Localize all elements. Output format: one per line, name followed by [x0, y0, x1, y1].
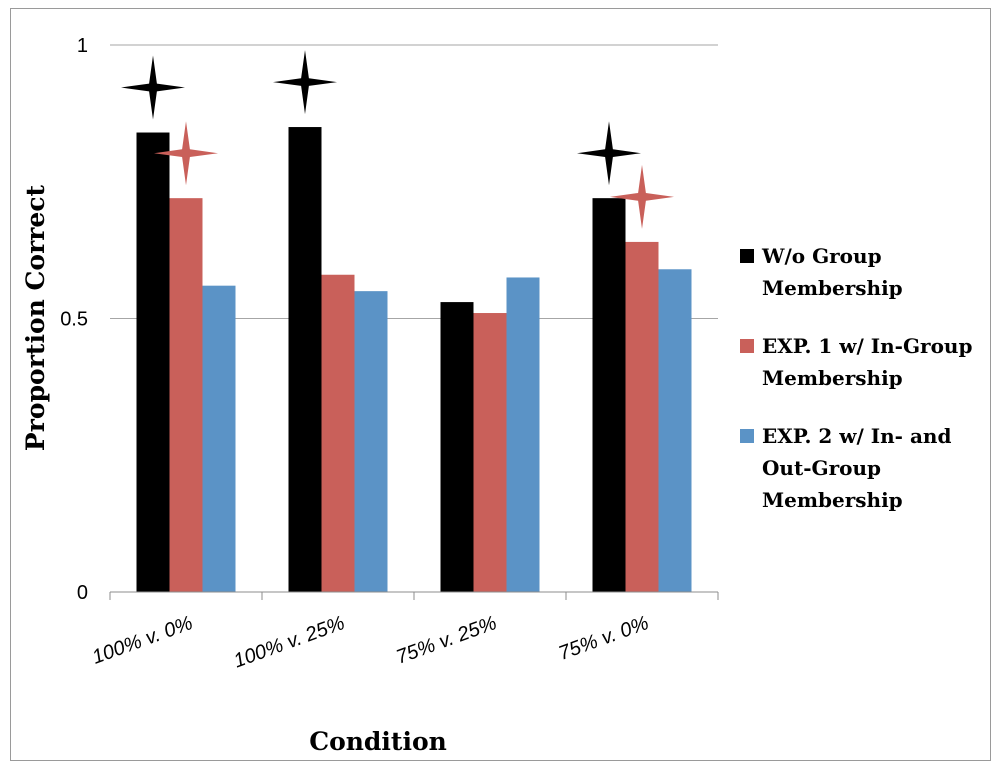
significance-star: [610, 164, 674, 229]
significance-star: [273, 50, 337, 115]
significance-star: [121, 55, 185, 120]
legend-swatch: [740, 249, 754, 263]
legend-label: EXP. 1 w/ In-Group Membership: [762, 334, 973, 390]
bar: [202, 285, 236, 592]
legend-label: EXP. 2 w/ In- and Out-Group Membership: [762, 424, 952, 512]
x-tick-label: 100% v. 0%: [89, 612, 195, 669]
significance-star: [154, 121, 218, 186]
y-tick-label: 0: [77, 582, 88, 604]
legend: W/o Group Membership EXP. 1 w/ In-Group …: [740, 240, 990, 542]
legend-swatch: [740, 429, 754, 443]
bar: [288, 127, 322, 593]
bars: [136, 127, 692, 593]
bar: [473, 313, 507, 592]
bar: [592, 198, 626, 592]
bar: [625, 241, 659, 593]
bar: [658, 269, 692, 592]
bar: [169, 198, 203, 592]
significance-markers: [121, 50, 674, 229]
bar: [440, 302, 474, 592]
x-axis-title: Condition: [309, 727, 447, 756]
bar: [136, 132, 170, 592]
y-tick-label: 1: [77, 35, 88, 57]
y-axis-title: Proportion Correct: [21, 184, 50, 451]
bar: [321, 274, 355, 592]
x-axis-ticks: 100% v. 0% 100% v. 25% 75% v. 25% 75% v. 0%: [89, 612, 651, 672]
x-tick-label: 75% v. 0%: [556, 612, 652, 665]
legend-item: W/o Group Membership: [740, 240, 990, 304]
legend-swatch: [740, 339, 754, 353]
significance-star: [577, 121, 641, 186]
x-tick-label: 100% v. 25%: [231, 612, 348, 672]
x-tick-label: 75% v. 25%: [393, 612, 499, 669]
y-tick-label: 0.5: [60, 309, 88, 331]
bar: [506, 277, 540, 592]
bar: [354, 291, 388, 592]
legend-label: W/o Group Membership: [762, 244, 903, 300]
legend-item: EXP. 2 w/ In- and Out-Group Membership: [740, 420, 990, 516]
x-axis: [109, 591, 719, 600]
legend-item: EXP. 1 w/ In-Group Membership: [740, 330, 990, 394]
y-axis-ticks: 00.51: [60, 35, 88, 604]
